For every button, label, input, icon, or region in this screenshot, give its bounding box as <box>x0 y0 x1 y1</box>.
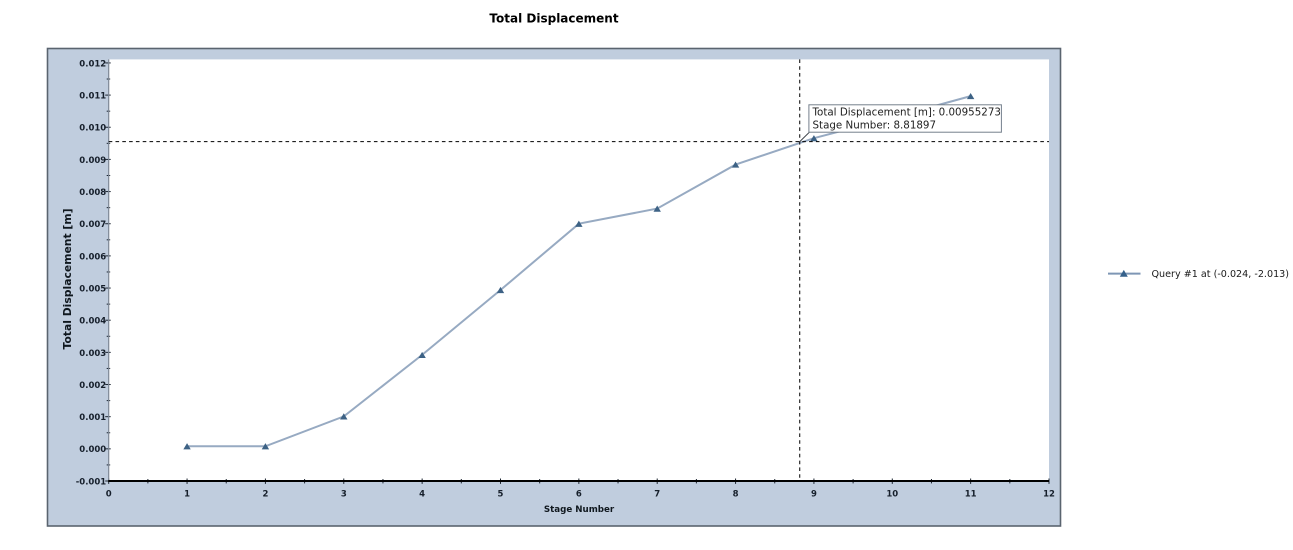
x-tick-label: 3 <box>341 489 347 499</box>
y-tick-label: 0.003 <box>79 349 106 359</box>
y-tick-label: 0.007 <box>79 220 106 230</box>
y-tick-label: 0.008 <box>79 188 106 198</box>
y-tick-label: 0.004 <box>79 317 106 327</box>
x-tick-label: 5 <box>498 489 504 499</box>
data-point-marker[interactable] <box>810 135 818 142</box>
x-tick-label: 10 <box>886 489 898 499</box>
x-tick-label: 12 <box>1043 489 1055 499</box>
y-tick-label: 0.009 <box>79 156 106 166</box>
data-point-marker[interactable] <box>731 161 740 168</box>
x-tick-label: 1 <box>184 489 190 499</box>
data-point-marker[interactable] <box>653 205 661 212</box>
tooltip-value-line: Total Displacement [m]: 0.00955273 <box>812 107 1001 119</box>
data-point-marker[interactable] <box>340 413 348 420</box>
x-tick-label: 8 <box>733 489 739 499</box>
y-tick-label: 0.012 <box>79 59 106 69</box>
legend-label: Query #1 at (-0.024, -2.013) <box>1152 269 1290 280</box>
tooltip-box <box>808 104 1002 133</box>
chart-title: Total Displacement <box>489 12 618 26</box>
y-tick-label: 0.000 <box>79 445 106 455</box>
query-tooltip: Total Displacement [m]: 0.00955273 Stage… <box>799 104 1002 142</box>
data-point-marker[interactable] <box>261 443 270 450</box>
tooltip-stage-line: Stage Number: 8.81897 <box>813 119 937 131</box>
x-tick-label: 7 <box>654 489 660 499</box>
x-tick-label: 11 <box>965 489 977 499</box>
y-tick-label: 0.002 <box>79 381 106 391</box>
y-tick-label: 0.011 <box>79 91 106 101</box>
x-tick-label: 9 <box>811 489 817 499</box>
x-tick-label: 0 <box>106 489 112 499</box>
data-point-marker[interactable] <box>966 92 975 100</box>
y-tick-label: 0.010 <box>79 124 106 134</box>
x-tick-label: 4 <box>419 489 425 499</box>
x-tick-label: 6 <box>576 489 582 499</box>
x-axis-title: Stage Number <box>544 505 615 515</box>
y-tick-label: -0.001 <box>76 477 106 487</box>
data-point-marker[interactable] <box>183 443 191 450</box>
query-crosshair <box>108 59 1049 481</box>
y-tick-label: 0.005 <box>79 284 106 294</box>
data-point-marker[interactable] <box>418 351 426 359</box>
y-tick-label: 0.001 <box>79 413 106 423</box>
y-axis-title: Total Displacement [m] <box>61 208 74 349</box>
y-tick-label: 0.006 <box>79 252 106 262</box>
x-tick-label: 2 <box>262 489 268 499</box>
legend[interactable]: Query #1 at (-0.024, -2.013) <box>1108 269 1289 280</box>
data-point-marker[interactable] <box>496 286 505 294</box>
legend-marker-icon <box>1119 269 1128 277</box>
axis-ticks: 0 1 2 3 4 5 6 7 8 9 10 11 12-0.0010.0000.0010.0020.0… <box>76 59 1055 499</box>
tooltip-connector-line <box>799 131 810 142</box>
data-point-marker[interactable] <box>575 220 583 227</box>
